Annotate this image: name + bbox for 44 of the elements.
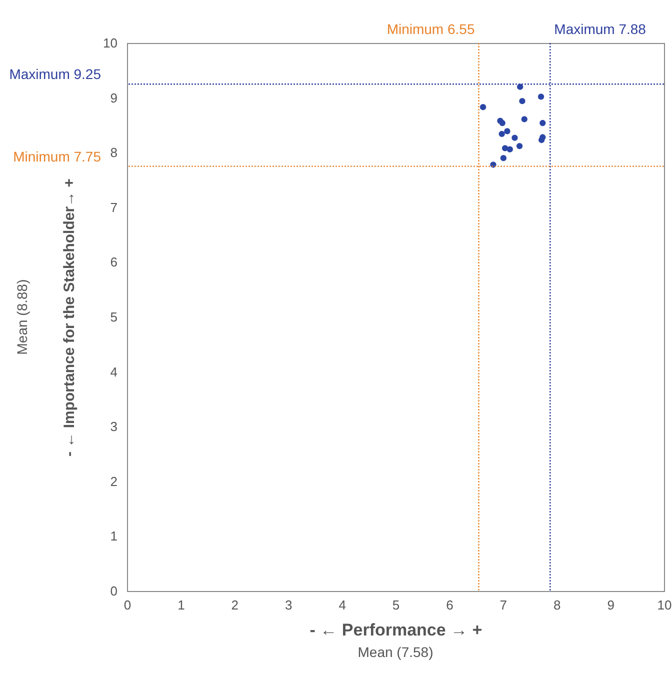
y-tick-label: 4	[110, 364, 118, 380]
text: Mean (7.58)	[358, 644, 434, 660]
y-tick-label: 8	[110, 145, 118, 160]
x-tick-label: 8	[553, 598, 561, 612]
y-axis-title: - ← Importance for the Stakeholder→ +	[61, 178, 78, 456]
x-tick-label: 2	[231, 598, 239, 612]
point	[504, 128, 510, 134]
point	[500, 155, 507, 162]
x-axis-title: - ← Performance → +	[310, 620, 482, 640]
point	[517, 84, 524, 90]
point	[499, 120, 506, 126]
x-tick-label: 0	[124, 598, 132, 612]
x-tick-label: 1	[178, 598, 185, 612]
ref-line-label: Maximum 7.88	[554, 21, 646, 37]
ref-line-label: Minimum 6.55	[386, 21, 475, 37]
x-tick-label: 10	[657, 598, 672, 612]
x-tick-label: 4	[338, 598, 346, 612]
y-tick-label: 1	[110, 528, 118, 544]
y-tick-label: 0	[110, 584, 118, 598]
y-tick-label: 5	[110, 310, 118, 324]
x-tick-label: 6	[446, 598, 454, 612]
text: Mean (8.88)	[14, 279, 30, 355]
point	[506, 146, 513, 152]
y-tick-label: 6	[110, 254, 118, 270]
point	[519, 98, 526, 104]
point	[521, 116, 528, 122]
y-tick-label: 3	[110, 419, 118, 434]
ref-line-label: Maximum 9.25	[9, 66, 102, 82]
point	[540, 120, 546, 126]
point	[516, 142, 523, 150]
point	[498, 130, 505, 138]
x-tick-label: 9	[607, 598, 614, 612]
y-tick-label: 10	[103, 36, 118, 50]
x-tick-label: 5	[392, 598, 400, 612]
ref-line-label: Minimum 7.75	[13, 148, 102, 164]
y-tick-label: 2	[110, 474, 118, 489]
x-tick-label: 7	[500, 598, 508, 612]
y-tick-label: 7	[110, 200, 118, 215]
point	[512, 134, 518, 141]
point	[480, 104, 486, 110]
point	[538, 136, 545, 144]
y-tick-label: 9	[110, 90, 118, 106]
x-tick-label: 3	[284, 598, 292, 612]
point	[538, 94, 544, 100]
